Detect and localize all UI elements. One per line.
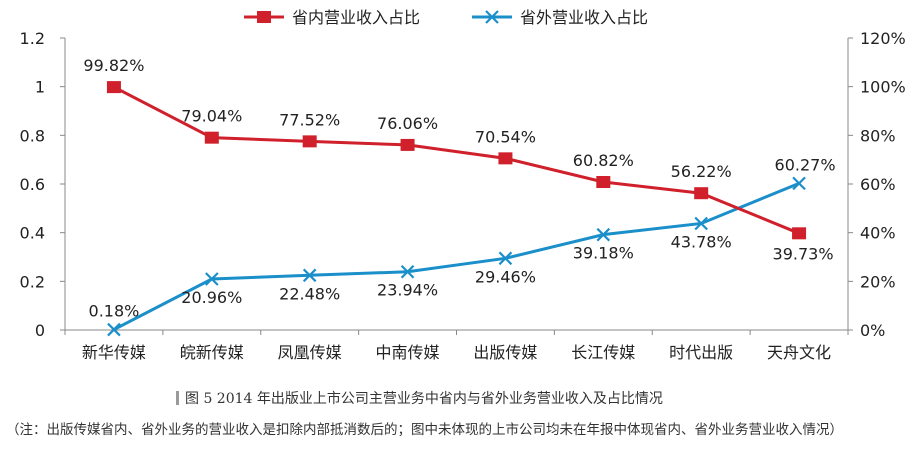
category-label: 长江传媒 xyxy=(571,343,635,362)
out-of-province-data-label: 0.18% xyxy=(89,302,140,321)
in-province-point xyxy=(694,187,709,200)
out-of-province-point xyxy=(107,322,121,337)
out-of-province-data-label: 22.48% xyxy=(279,284,340,303)
figure-caption: 图 5 2014 年出版业上市公司主营业务中省内与省外业务营业收入及占比情况 xyxy=(176,388,663,408)
out-of-province-point xyxy=(400,264,415,279)
in-province-data-label: 76.06% xyxy=(377,114,438,133)
in-province-point xyxy=(106,81,121,94)
right-tick-label: 20% xyxy=(860,272,896,291)
in-province-point xyxy=(400,138,415,151)
right-tick-label: 120% xyxy=(860,29,906,48)
left-tick-label: 0.2 xyxy=(20,272,45,291)
series-line-out-of-province xyxy=(113,181,800,331)
caption-marker xyxy=(176,391,179,405)
in-province-point xyxy=(498,152,513,165)
out-of-province-data-label: 23.94% xyxy=(377,281,438,300)
category-label: 出版传媒 xyxy=(473,343,537,362)
category-label: 时代出版 xyxy=(669,343,733,362)
in-province-point xyxy=(596,176,611,189)
series-line-in-province xyxy=(113,85,800,235)
in-province-data-label: 77.52% xyxy=(279,110,340,129)
in-province-point xyxy=(792,227,807,240)
category-label: 新华传媒 xyxy=(82,343,146,362)
out-of-province-point xyxy=(694,216,708,231)
in-province-data-label: 39.73% xyxy=(773,244,834,263)
out-of-province-point xyxy=(205,272,219,286)
category-label: 皖新传媒 xyxy=(180,343,244,362)
right-tick-label: 80% xyxy=(860,126,896,145)
right-tick-label: 0% xyxy=(860,321,885,340)
caption-text: 图 5 2014 年出版业上市公司主营业务中省内与省外业务营业收入及占比情况 xyxy=(185,391,663,407)
left-tick-label: 0.6 xyxy=(20,175,45,194)
in-province-data-label: 70.54% xyxy=(475,127,536,146)
category-label: 中南传媒 xyxy=(376,343,440,362)
out-of-province-data-label: 20.96% xyxy=(181,288,242,307)
line-chart: 0 0.2 0.4 0.6 0.8 1 1.2 0% 20% 40% 60% 80% 100% 120% 新… xyxy=(20,8,906,362)
legend-in-province-marker xyxy=(257,11,271,23)
out-of-province-data-label: 39.18% xyxy=(573,244,634,263)
legend-in-province-label: 省内营业收入占比 xyxy=(292,8,420,27)
out-of-province-data-label: 43.78% xyxy=(671,232,732,251)
category-label: 凤凰传媒 xyxy=(278,343,342,362)
out-of-province-point xyxy=(792,176,806,191)
right-tick-label: 100% xyxy=(860,78,906,97)
left-tick-label: 0 xyxy=(35,321,45,340)
out-of-province-point xyxy=(498,251,513,266)
legend-out-of-province-label: 省外营业收入占比 xyxy=(520,8,648,27)
left-tick-label: 0.4 xyxy=(20,224,45,243)
out-of-province-point xyxy=(302,268,317,283)
right-tick-label: 60% xyxy=(860,175,896,194)
in-province-data-label: 60.82% xyxy=(573,151,634,170)
out-of-province-point xyxy=(596,227,611,242)
left-tick-label: 1 xyxy=(35,78,45,97)
left-tick-label: 0.8 xyxy=(20,126,45,145)
in-province-data-label: 79.04% xyxy=(181,107,242,126)
in-province-point xyxy=(204,131,219,144)
out-of-province-data-label: 60.27% xyxy=(775,155,836,174)
left-tick-label: 1.2 xyxy=(20,29,45,48)
in-province-data-label: 56.22% xyxy=(671,162,732,181)
in-province-point xyxy=(302,135,317,148)
category-label: 天舟文化 xyxy=(767,343,831,362)
footnote: （注：出版传媒省内、省外业务的营业收入是扣除内部抵消数后的；图中未体现的上市公司… xyxy=(6,422,843,438)
right-tick-label: 40% xyxy=(860,224,896,243)
out-of-province-data-label: 29.46% xyxy=(475,267,536,286)
legend-out-of-province-marker xyxy=(485,10,499,24)
in-province-data-label: 99.82% xyxy=(83,56,144,75)
